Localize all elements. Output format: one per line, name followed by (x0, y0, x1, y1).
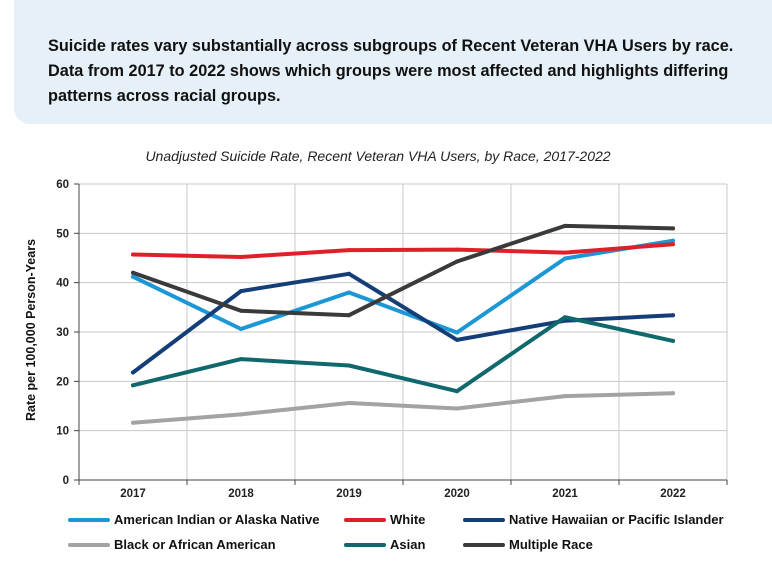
legend-item: Native Hawaiian or Pacific Islander (463, 512, 724, 527)
series-line-american-indian-or-alaska-native (131, 238, 675, 335)
data-point (671, 242, 675, 247)
data-point (455, 389, 459, 394)
data-point (239, 327, 243, 332)
data-point (239, 255, 243, 260)
legend: American Indian or Alaska Native White Nat… (68, 512, 724, 552)
data-point (455, 259, 459, 264)
data-point (563, 223, 567, 228)
legend-label: Native Hawaiian or Pacific Islander (509, 512, 724, 527)
data-point (131, 270, 135, 275)
data-point (671, 313, 675, 318)
y-tick-label: 30 (56, 327, 69, 339)
series-lines (131, 223, 675, 425)
chart-title: Unadjusted Suicide Rate, Recent Veteran … (145, 148, 610, 164)
legend-item: Asian (344, 537, 425, 552)
intro-panel: Suicide rates vary substantially across … (14, 0, 772, 124)
x-tick-label: 2018 (228, 488, 254, 500)
data-point (455, 330, 459, 335)
legend-label: Asian (390, 537, 425, 552)
data-point (131, 252, 135, 257)
data-point (347, 313, 351, 318)
x-tick-label: 2019 (336, 488, 362, 500)
data-point (347, 363, 351, 368)
data-point (239, 412, 243, 417)
y-tick-label: 60 (56, 179, 69, 191)
data-point (131, 274, 135, 279)
legend-item: Multiple Race (463, 537, 593, 552)
data-point (347, 271, 351, 276)
legend-label: Black or African American (114, 537, 276, 552)
y-tick-label: 0 (63, 475, 69, 487)
x-tick-label: 2020 (444, 488, 470, 500)
data-point (563, 315, 567, 320)
x-tick-label: 2022 (660, 488, 686, 500)
data-point (455, 337, 459, 342)
data-point (131, 383, 135, 388)
intro-text: Suicide rates vary substantially across … (48, 37, 734, 105)
y-tick-label: 50 (56, 228, 69, 240)
data-point (671, 238, 675, 243)
data-point (239, 289, 243, 294)
legend-item: White (344, 512, 425, 527)
data-point (455, 247, 459, 252)
data-point (347, 248, 351, 253)
y-tick-label: 20 (56, 376, 69, 388)
data-point (671, 226, 675, 231)
legend-label: American Indian or Alaska Native (114, 512, 319, 527)
y-tick-label: 10 (56, 426, 69, 438)
axes: 0 10 20 30 40 50 60 2017 2018 2019 2020 2021 2022 (56, 179, 728, 500)
data-point (131, 420, 135, 425)
series-line-white (131, 242, 675, 259)
data-point (671, 338, 675, 343)
data-point (563, 394, 567, 399)
data-point (455, 406, 459, 411)
data-point (347, 401, 351, 406)
y-tick-label: 40 (56, 278, 69, 290)
legend-label: Multiple Race (509, 537, 593, 552)
data-point (347, 290, 351, 295)
x-tick-label: 2017 (120, 488, 146, 500)
x-tick-label: 2021 (552, 488, 578, 500)
series-line-asian (131, 315, 675, 394)
data-point (239, 357, 243, 362)
data-point (131, 370, 135, 375)
legend-item: Black or African American (68, 537, 276, 552)
series-line-multiple-race (131, 223, 675, 318)
data-point (671, 391, 675, 396)
legend-label: White (390, 512, 425, 527)
series-line-black-or-african-american (131, 391, 675, 425)
data-point (563, 250, 567, 255)
y-axis-label: Rate per 100,000 Person-Years (24, 239, 38, 421)
legend-item: American Indian or Alaska Native (68, 512, 319, 527)
data-point (563, 256, 567, 261)
data-point (239, 308, 243, 313)
